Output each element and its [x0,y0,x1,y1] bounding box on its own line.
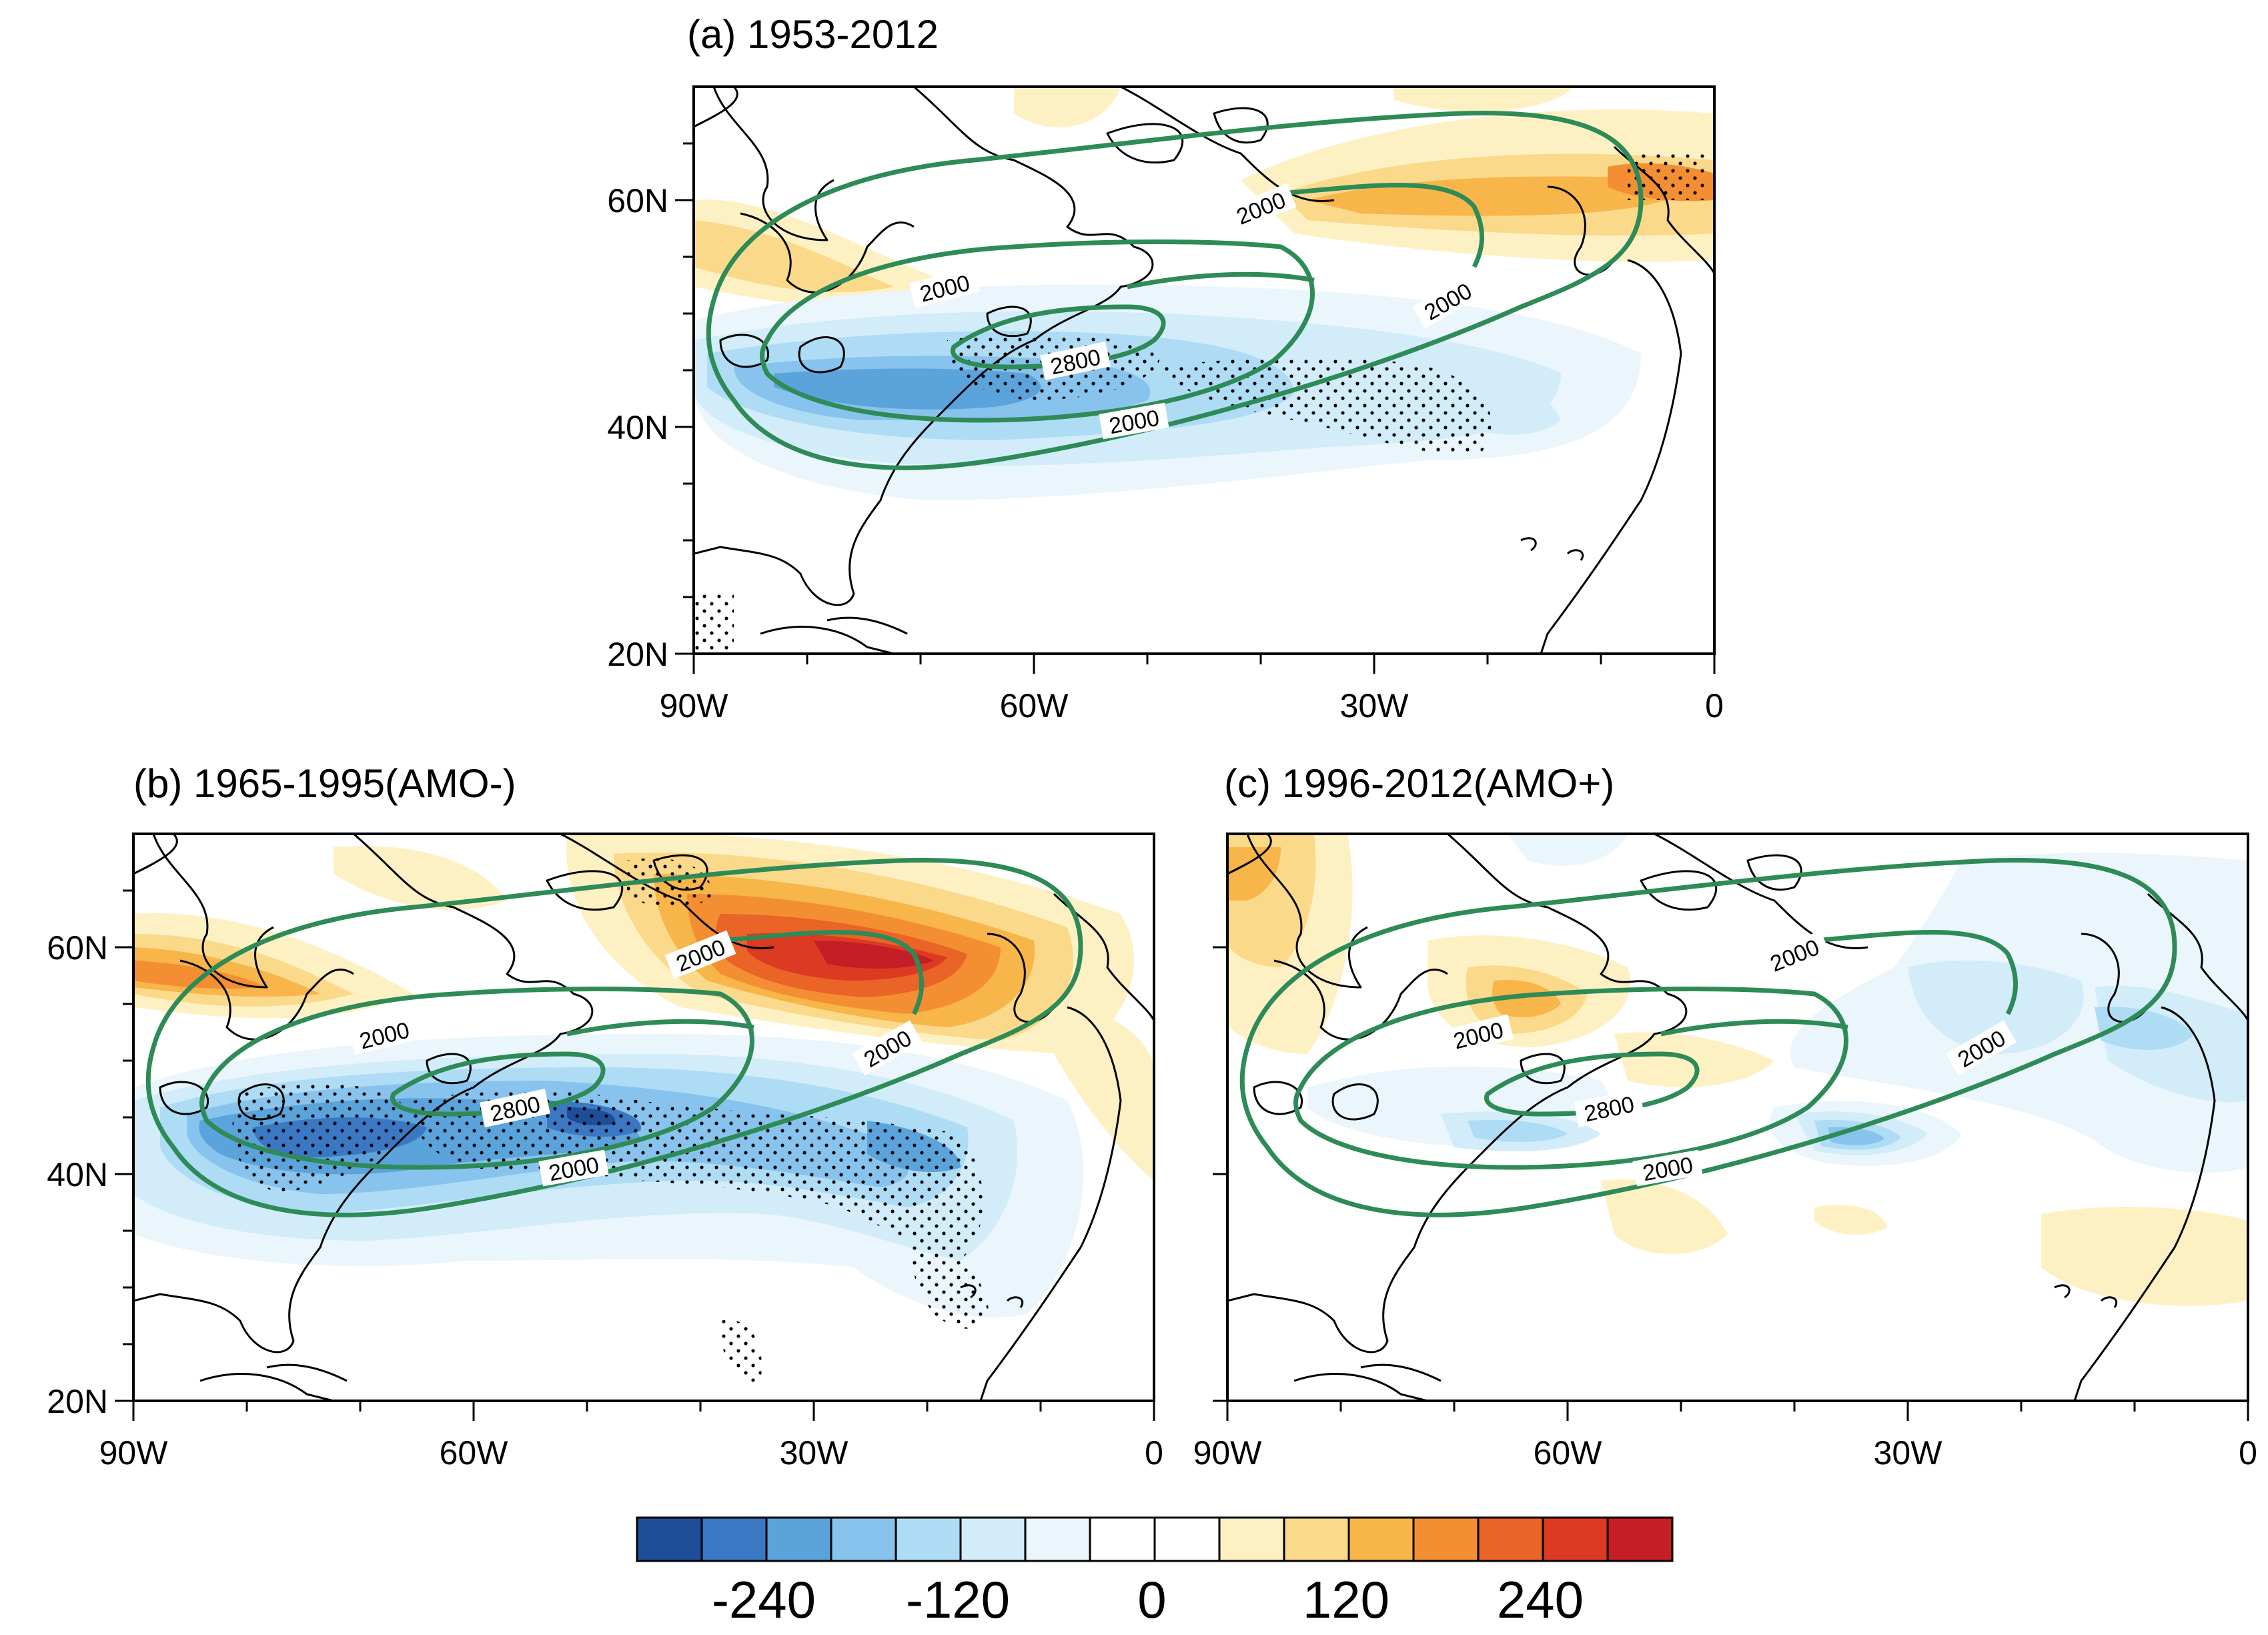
colorbar-tick--240: -240 [712,1570,816,1629]
panel-a: (a) 1953-2012 [607,12,1724,724]
colorbar-box [1089,1516,1156,1562]
colorbar-box [959,1516,1027,1562]
panel-c-map: 2000 2000 2000 2000 2800 [1227,834,2248,1401]
colorbar-box [1606,1516,1674,1562]
colorbar-box [1283,1516,1350,1562]
panel-a-climatology-contours [706,111,1644,470]
panel-b-lon-90w: 90W [99,1434,169,1472]
panel-a-lon-30w: 30W [1340,687,1409,724]
colorbar-tick-240: 240 [1497,1570,1584,1629]
panel-a-coastlines [694,87,1714,654]
colorbar-box [1024,1516,1091,1562]
panel-b-coastlines [133,834,1154,1401]
panel-c-coastlines [1227,834,2248,1401]
panel-b-lon-60w: 60W [440,1434,509,1472]
panel-c-climatology-contours [1239,858,2177,1217]
panel-c-frame [1226,833,2249,1402]
panel-a-ticks [675,142,1716,674]
panel-b-map: 2000 2000 2000 2000 2800 [133,834,1154,1401]
panel-c: (c) 1996-2012(AMO+) [1193,761,2257,1472]
colorbar-box [1477,1516,1544,1562]
panel-c-lon-90w: 90W [1193,1434,1263,1472]
panel-c-lon-30w: 30W [1874,1434,1943,1472]
panel-b-lat-20n: 20N [47,1383,108,1420]
colorbar-tick-0: 0 [1137,1570,1166,1629]
panel-c-ticks [1213,946,2249,1421]
colorbar-tick-120: 120 [1303,1570,1389,1629]
panel-b-lat-60n: 60N [47,929,108,967]
colorbar-box [1412,1516,1480,1562]
panel-a-lat-60n: 60N [607,182,668,219]
panel-b-lon-30w: 30W [780,1434,849,1472]
colorbar-box [1542,1516,1609,1562]
panel-a-lat-20n: 20N [607,636,668,673]
panel-b-lon-0: 0 [1145,1434,1163,1472]
panel-b-ticks [115,889,1155,1421]
colorbar-boxes [636,1516,1674,1562]
colorbar-box [1218,1516,1285,1562]
panel-b: (b) 1965-1995(AMO-) [47,761,1163,1472]
panel-a-lon-0: 0 [1705,687,1724,724]
panel-c-lon-0: 0 [2239,1434,2257,1472]
panel-a-lat-40n: 40N [607,409,668,446]
colorbar-box [700,1516,768,1562]
panel-b-title: (b) 1965-1995(AMO-) [133,761,516,806]
panel-c-lon-60w: 60W [1534,1434,1603,1472]
colorbar-box [636,1516,703,1562]
panel-b-lat-40n: 40N [47,1156,108,1193]
panel-a-map: 2000 2000 2000 2000 2800 [694,87,1714,654]
panel-a-lon-60w: 60W [1000,687,1069,724]
panel-a-lon-90w: 90W [660,687,729,724]
colorbar-tick--120: -120 [906,1570,1010,1629]
colorbar-box [830,1516,897,1562]
panel-c-negative-anomaly [1307,834,2248,1173]
panel-b-significance-stipple [232,858,989,1382]
panel-a-significance-stipple [694,153,1708,654]
colorbar: -240 -120 0 120 240 [636,1516,1674,1629]
panel-b-climatology-contours [145,858,1083,1217]
panel-c-title: (c) 1996-2012(AMO+) [1224,761,1614,806]
panel-a-title: (a) 1953-2012 [687,12,939,57]
colorbar-box [895,1516,962,1562]
colorbar-box [1153,1516,1221,1562]
colorbar-box [765,1516,832,1562]
colorbar-box [1347,1516,1415,1562]
